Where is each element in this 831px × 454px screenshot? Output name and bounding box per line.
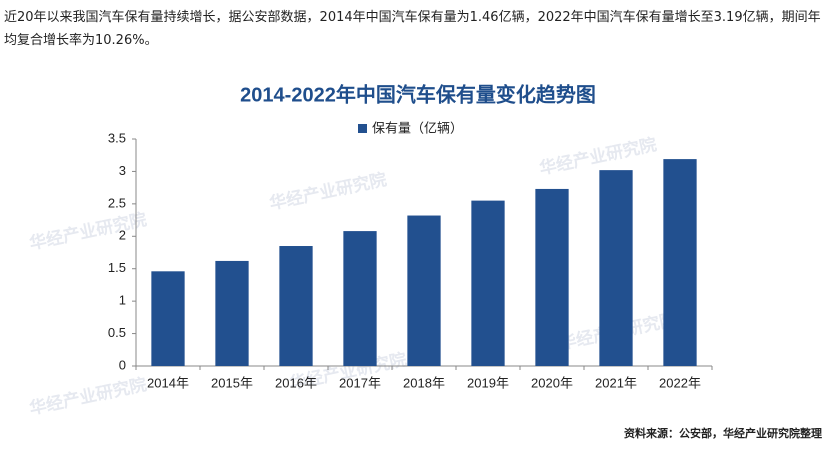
bar	[599, 170, 633, 366]
y-tick-label: 0.5	[108, 325, 126, 340]
y-tick-label: 3	[119, 163, 126, 178]
intro-text: 近20年以来我国汽车保有量持续增长，据公安部数据，2014年中国汽车保有量为1.…	[4, 10, 821, 48]
legend-label: 保有量（亿辆）	[372, 120, 463, 135]
chart-title: 2014-2022年中国汽车保有量变化趋势图	[240, 82, 596, 106]
y-tick-label: 2.5	[108, 195, 126, 210]
y-tick-label: 2	[119, 228, 126, 243]
watermark: 华经产业研究院	[538, 134, 659, 178]
bar	[407, 215, 441, 366]
legend-swatch	[358, 124, 367, 133]
x-tick-label: 2017年	[339, 375, 381, 390]
watermark: 华经产业研究院	[28, 209, 149, 253]
bar	[279, 246, 313, 366]
y-tick-label: 1.5	[108, 260, 126, 275]
bar	[215, 260, 249, 366]
bar	[663, 159, 697, 366]
source-note: 资料来源：公安部，华经产业研究院整理	[624, 426, 822, 440]
x-tick-label: 2020年	[531, 375, 573, 390]
x-tick-label: 2019年	[467, 375, 509, 390]
y-tick-label: 0	[119, 357, 126, 372]
x-tick-label: 2021年	[595, 375, 637, 390]
watermark: 华经产业研究院	[28, 374, 149, 418]
bar	[151, 271, 185, 366]
x-tick-label: 2014年	[147, 375, 189, 390]
bar	[471, 200, 505, 366]
watermark: 华经产业研究院	[268, 169, 389, 213]
x-tick-label: 2018年	[403, 375, 445, 390]
x-tick-label: 2016年	[275, 375, 317, 390]
y-tick-label: 3.5	[108, 130, 126, 145]
bar	[535, 188, 569, 366]
y-tick-label: 1	[119, 293, 126, 308]
bar	[343, 231, 377, 366]
x-tick-label: 2022年	[659, 375, 701, 390]
x-tick-label: 2015年	[211, 375, 253, 390]
